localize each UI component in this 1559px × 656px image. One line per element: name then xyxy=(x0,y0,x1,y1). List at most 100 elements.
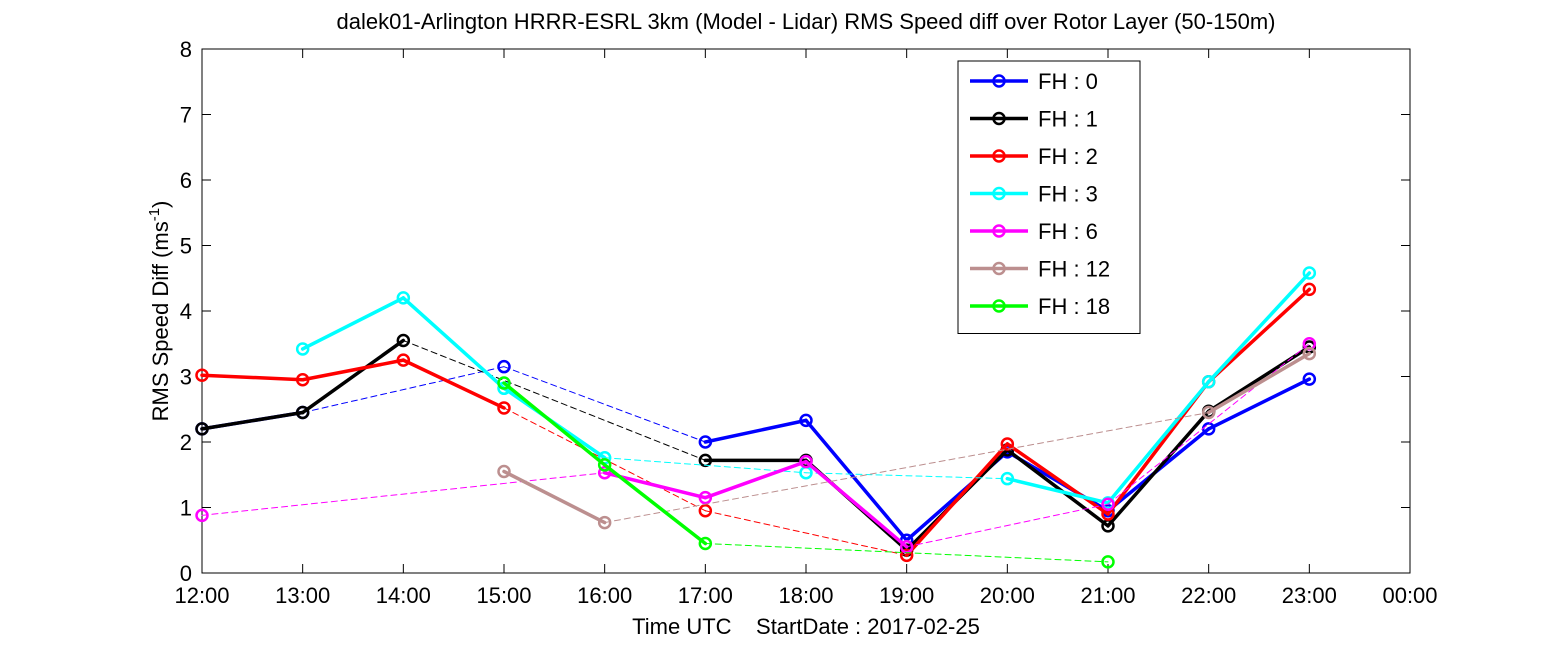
series-segment xyxy=(300,296,406,351)
data-point xyxy=(1302,372,1317,386)
data-point xyxy=(799,454,813,469)
legend-swatch-marker xyxy=(992,186,1006,201)
x-tick-label: 12:00 xyxy=(174,583,229,608)
series-6 xyxy=(497,376,1115,569)
series-segment xyxy=(502,469,607,525)
y-tick-label: 0 xyxy=(180,561,192,586)
legend-swatch-marker xyxy=(992,224,1006,238)
y-tick-label: 6 xyxy=(180,168,192,193)
series-segment xyxy=(1206,351,1312,415)
legend-label: FH : 1 xyxy=(1038,107,1098,132)
legend-label: FH : 0 xyxy=(1038,69,1098,94)
data-point xyxy=(295,405,310,420)
series-gap-segment xyxy=(402,339,706,461)
legend-swatch-marker xyxy=(992,149,1006,163)
series-segment xyxy=(1106,409,1211,528)
legend-label: FH : 3 xyxy=(1038,182,1098,207)
y-tick-label: 3 xyxy=(180,365,192,390)
legend-label: FH : 18 xyxy=(1038,294,1110,319)
y-tick-label: 7 xyxy=(180,103,192,128)
data-point xyxy=(497,401,511,415)
data-point xyxy=(1101,497,1115,511)
x-tick-label: 17:00 xyxy=(678,583,733,608)
data-point xyxy=(396,333,411,348)
series-segment xyxy=(200,373,305,382)
data-point xyxy=(497,376,511,390)
y-axis-label-end: ) xyxy=(148,201,173,208)
series-gap-segment xyxy=(503,366,706,443)
legend-swatch-marker xyxy=(992,74,1006,88)
data-point xyxy=(698,490,713,505)
data-point xyxy=(597,515,612,530)
series-segment xyxy=(804,418,909,542)
series-segment xyxy=(904,442,1010,558)
data-point xyxy=(799,413,813,428)
series-segment xyxy=(1005,442,1110,516)
legend-label: FH : 6 xyxy=(1038,219,1098,244)
y-axis-label-main: RMS Speed Diff (ms xyxy=(148,221,173,421)
series-gap-segment xyxy=(704,543,1109,563)
series-segment xyxy=(300,338,406,415)
series-segment xyxy=(1206,271,1312,384)
series-gap-segment xyxy=(201,472,606,516)
series-segment xyxy=(1005,476,1110,505)
data-point xyxy=(396,353,411,367)
data-point xyxy=(597,466,612,480)
x-tick-label: 21:00 xyxy=(1080,583,1135,608)
data-point xyxy=(195,422,209,436)
legend-item: FH : 3 xyxy=(970,182,1098,207)
series-segment xyxy=(1106,379,1211,505)
x-tick-label: 13:00 xyxy=(275,583,330,608)
legend-swatch-marker xyxy=(992,111,1006,126)
data-point xyxy=(396,291,411,305)
data-point xyxy=(195,368,209,382)
y-axis: 0 1 2 3 4 5 6 7 8 xyxy=(180,37,1410,586)
series-segment xyxy=(1206,287,1312,384)
data-point xyxy=(497,359,511,374)
series-segment xyxy=(703,418,808,444)
data-point xyxy=(698,536,713,551)
data-point xyxy=(497,464,511,479)
data-point xyxy=(295,373,310,387)
data-point xyxy=(1101,555,1115,569)
series-segment xyxy=(1206,377,1312,431)
series-gap-segment xyxy=(604,412,1210,524)
series-segment xyxy=(703,459,808,500)
data-point xyxy=(1201,405,1216,420)
data-point xyxy=(1302,346,1317,361)
legend-item: FH : 1 xyxy=(970,107,1098,132)
series-segment xyxy=(200,410,305,431)
x-axis: 12:00 13:00 14:00 15:00 16:00 17:00 18:00 19:00… xyxy=(174,49,1438,608)
data-point xyxy=(1302,266,1317,280)
legend: FH : 0 FH : 1 FH : 2 FH : 3 FH : 6 FH : 12 FH … xyxy=(957,60,1141,334)
data-point xyxy=(1302,282,1317,297)
series-gap-segment xyxy=(1107,343,1310,505)
data-point xyxy=(698,504,713,518)
series-gap-segment xyxy=(604,457,807,474)
series-segment xyxy=(401,296,506,391)
data-point xyxy=(899,548,914,563)
x-tick-label: 16:00 xyxy=(577,583,632,608)
y-axis-label-superscript: -1 xyxy=(146,208,163,221)
y-tick-label: 1 xyxy=(180,496,192,521)
y-tick-label: 4 xyxy=(180,299,192,324)
series-5 xyxy=(497,346,1317,530)
data-point xyxy=(1000,471,1015,486)
data-point xyxy=(1201,374,1216,389)
legend-item: FH : 12 xyxy=(970,257,1110,282)
series-segment xyxy=(300,358,406,382)
series-segment xyxy=(502,381,607,467)
y-tick-label: 8 xyxy=(180,37,192,62)
series-segment xyxy=(401,358,506,410)
x-tick-label: 14:00 xyxy=(376,583,431,608)
series-gap-segment xyxy=(302,366,505,414)
chart-title: dalek01-Arlington HRRR-ESRL 3km (Model -… xyxy=(336,9,1275,34)
data-point xyxy=(295,342,310,356)
x-tick-label: 00:00 xyxy=(1382,583,1437,608)
legend-swatch-marker xyxy=(992,299,1006,313)
legend-swatch-marker xyxy=(992,261,1006,276)
legend-item: FH : 18 xyxy=(970,294,1110,319)
series-segment xyxy=(602,463,708,546)
x-tick-label: 15:00 xyxy=(476,583,531,608)
